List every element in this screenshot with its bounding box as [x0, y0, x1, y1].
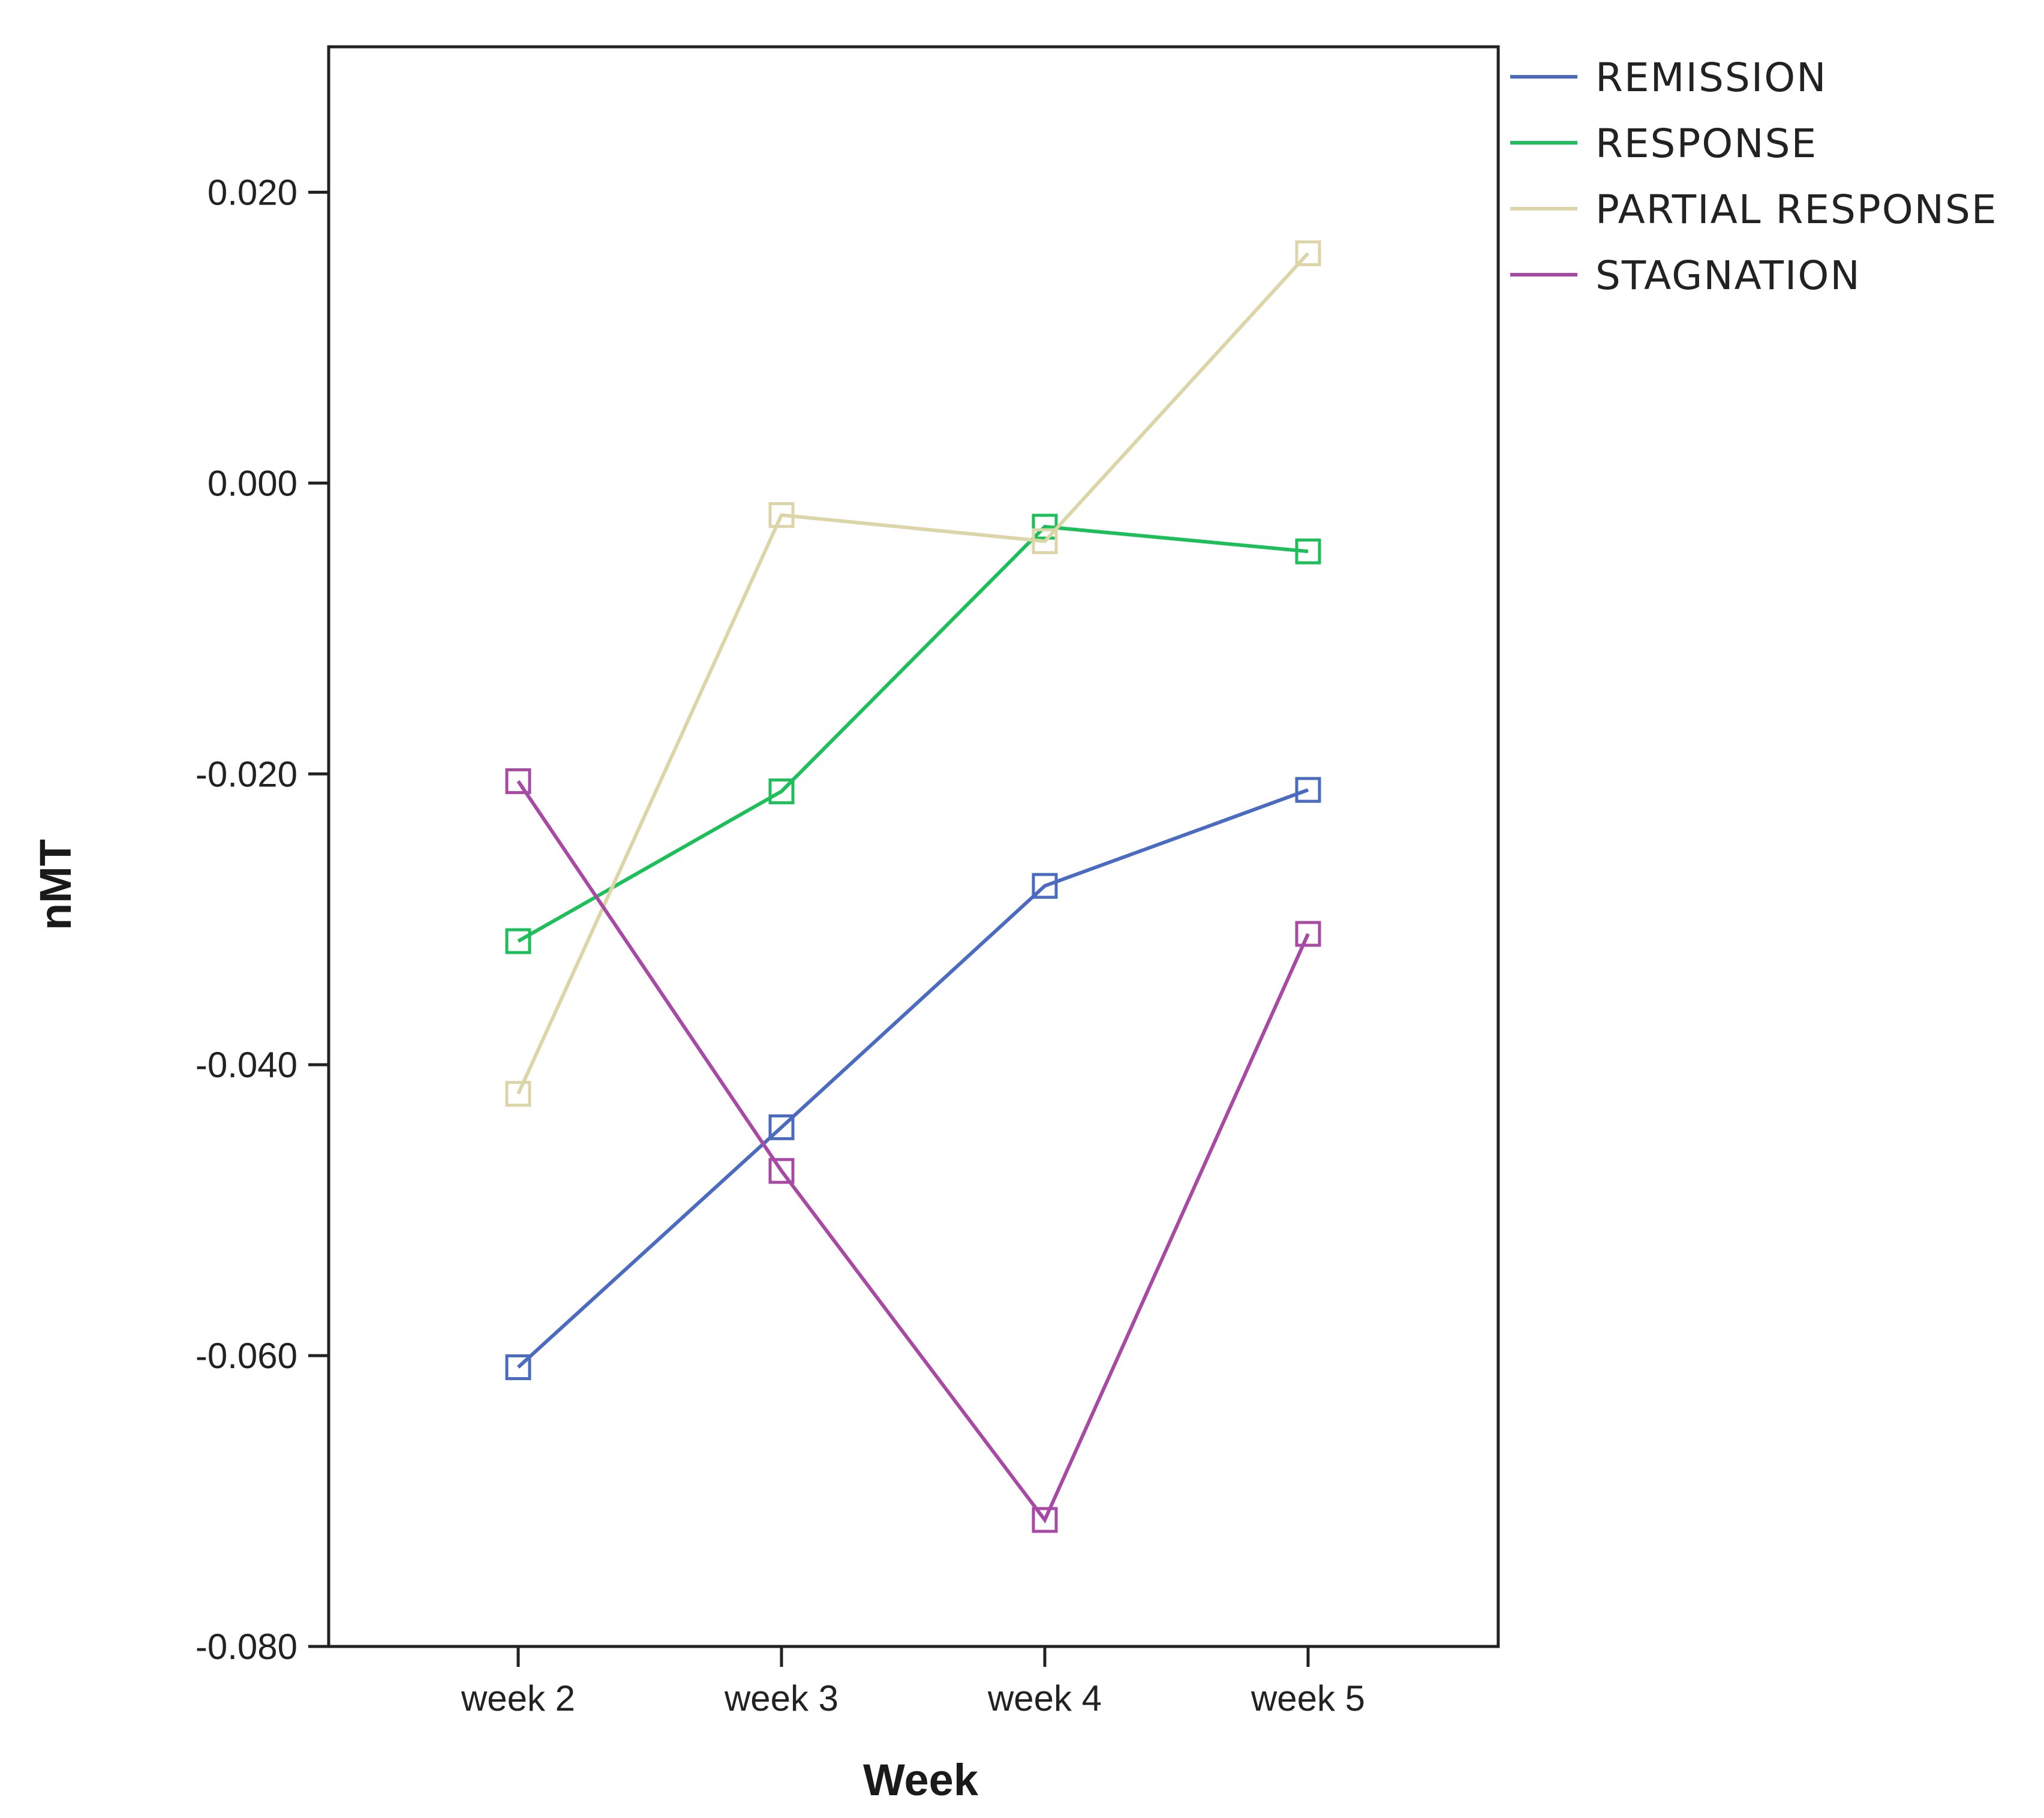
y-axis: 0.020 0.000 -0.020 -0.040 -0.060 -0.080: [196, 172, 329, 1667]
y-tick-label: -0.080: [196, 1627, 297, 1667]
legend-label: PARTIAL RESPONSE: [1595, 187, 1998, 233]
plot-frame: [327, 45, 1500, 1648]
series-line: [516, 780, 1310, 1523]
legend-label: STAGNATION: [1595, 253, 1861, 299]
y-tick-label: -0.060: [196, 1336, 297, 1376]
data-point: [1295, 777, 1321, 803]
legend-label: RESPONSE: [1595, 121, 1817, 167]
series-remission: [505, 777, 1321, 1380]
data-point: [768, 1114, 795, 1140]
legend-label: REMISSION: [1595, 55, 1827, 101]
series-line: [517, 524, 1309, 943]
series-layer: [505, 240, 1321, 1533]
y-axis-title: nMT: [31, 839, 80, 930]
data-point: [1295, 538, 1321, 564]
data-point: [505, 768, 531, 794]
legend-item: STAGNATION: [1510, 253, 1861, 299]
data-point: [1295, 240, 1321, 266]
series-partial-response: [505, 240, 1321, 1107]
series-response: [505, 513, 1321, 954]
data-point: [505, 1354, 531, 1380]
series-line: [516, 788, 1309, 1369]
y-tick-label: -0.040: [196, 1045, 297, 1085]
x-tick-label: week 5: [1251, 1678, 1365, 1718]
data-point: [1295, 921, 1321, 947]
legend-item: RESPONSE: [1510, 121, 1817, 167]
series-line: [516, 252, 1310, 1095]
x-tick-label: week 3: [724, 1678, 838, 1718]
data-point: [1032, 1507, 1058, 1533]
data-point: [505, 928, 531, 954]
data-point: [505, 1081, 531, 1107]
series-stagnation: [505, 768, 1321, 1533]
data-point: [768, 778, 795, 804]
data-point: [1032, 873, 1058, 899]
x-tick-label: week 4: [987, 1678, 1102, 1718]
legend-item: REMISSION: [1510, 55, 1827, 101]
y-tick-label: 0.000: [208, 463, 297, 503]
x-axis-title: Week: [863, 1755, 979, 1805]
legend: REMISSION RESPONSE PARTIAL RESPONSE STAGNAT…: [1510, 55, 1998, 299]
x-axis: week 2 week 3 week 4 week 5: [461, 1646, 1365, 1718]
x-tick-label: week 2: [461, 1678, 575, 1718]
data-point: [768, 1158, 795, 1184]
y-tick-label: -0.020: [196, 754, 297, 794]
data-point: [768, 502, 795, 528]
data-point: [1032, 528, 1058, 554]
legend-item: PARTIAL RESPONSE: [1510, 187, 1998, 233]
y-tick-label: 0.020: [208, 172, 297, 212]
